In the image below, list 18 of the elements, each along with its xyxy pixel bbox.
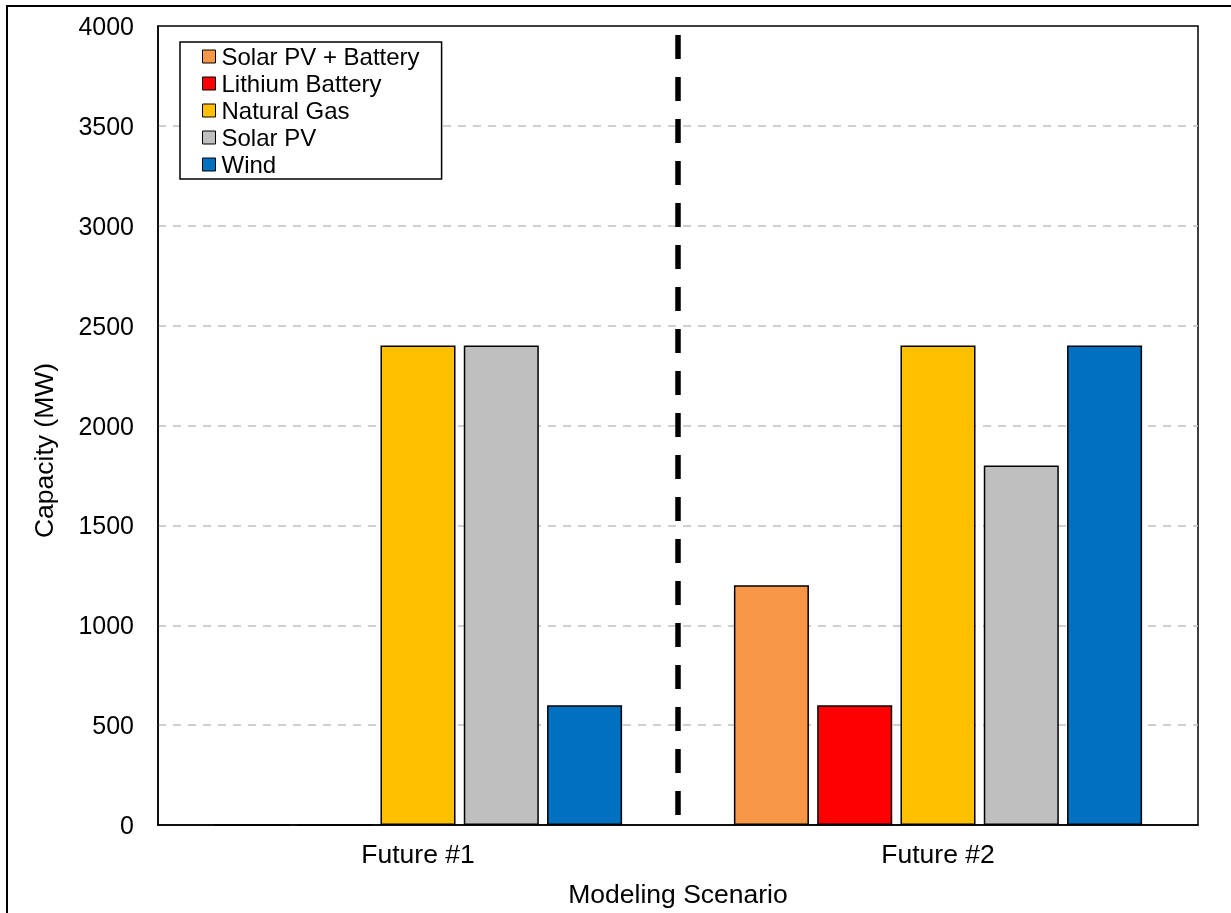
- y-tick-label: 0: [120, 811, 134, 839]
- x-tick-label: Future #1: [361, 838, 475, 869]
- y-tick-label: 3000: [78, 211, 134, 240]
- x-tick-label: Future #2: [881, 838, 995, 869]
- y-tick-label: 2500: [78, 311, 134, 340]
- legend-label: Lithium Battery: [221, 70, 382, 97]
- legend-label: Solar PV + Battery: [221, 43, 420, 70]
- y-tick-label: 3500: [78, 111, 134, 140]
- legend-label: Natural Gas: [221, 97, 350, 124]
- y-axis-title: Capacity (MW): [28, 362, 59, 539]
- y-tick-label: 1500: [78, 511, 134, 540]
- x-axis-title: Modeling Scenario: [568, 878, 788, 909]
- y-tick-label: 1000: [78, 611, 134, 640]
- y-tick-label: 500: [92, 711, 134, 740]
- y-tick-label: 4000: [78, 12, 134, 40]
- y-tick-label: 2000: [78, 411, 134, 440]
- legend-label: Wind: [221, 151, 277, 178]
- legend-label: Solar PV: [221, 124, 317, 151]
